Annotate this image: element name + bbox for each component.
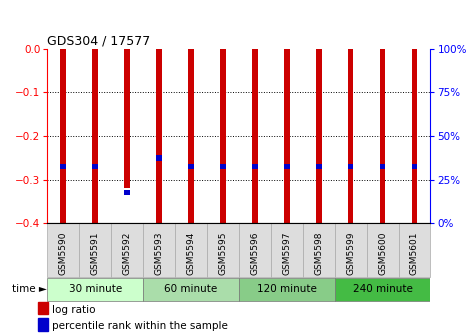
Text: GDS304 / 17577: GDS304 / 17577 (47, 35, 150, 48)
Text: percentile rank within the sample: percentile rank within the sample (52, 321, 228, 331)
Text: GSM5590: GSM5590 (59, 232, 68, 275)
Text: time ►: time ► (12, 284, 47, 294)
Bar (220, 49, 226, 223)
Bar (188, 164, 194, 169)
Text: GSM5595: GSM5595 (219, 232, 228, 275)
Text: 30 minute: 30 minute (69, 284, 122, 294)
FancyBboxPatch shape (367, 223, 398, 277)
Text: GSM5593: GSM5593 (155, 232, 164, 275)
Text: GSM5591: GSM5591 (91, 232, 100, 275)
Bar (156, 49, 162, 223)
Text: GSM5598: GSM5598 (314, 232, 323, 275)
Text: log ratio: log ratio (52, 305, 96, 314)
Text: GSM5600: GSM5600 (378, 232, 387, 275)
FancyBboxPatch shape (398, 223, 430, 277)
Bar (380, 164, 385, 169)
Bar (61, 164, 66, 169)
Bar (220, 164, 226, 169)
FancyBboxPatch shape (334, 279, 430, 301)
FancyBboxPatch shape (175, 223, 207, 277)
Bar (412, 49, 417, 223)
Bar (252, 49, 258, 223)
Bar (92, 49, 98, 223)
Text: 120 minute: 120 minute (257, 284, 317, 294)
FancyBboxPatch shape (143, 279, 239, 301)
Text: 240 minute: 240 minute (352, 284, 412, 294)
FancyBboxPatch shape (111, 223, 143, 277)
Bar (316, 164, 322, 169)
Bar (284, 49, 289, 223)
Text: GSM5592: GSM5592 (123, 232, 131, 275)
Text: GSM5601: GSM5601 (410, 232, 419, 275)
FancyBboxPatch shape (303, 223, 334, 277)
Text: 60 minute: 60 minute (164, 284, 218, 294)
Bar (252, 164, 258, 169)
Text: GSM5599: GSM5599 (346, 232, 355, 275)
FancyBboxPatch shape (47, 223, 79, 277)
Bar (316, 49, 322, 223)
Text: GSM5596: GSM5596 (250, 232, 259, 275)
Bar (412, 164, 417, 169)
Bar (348, 49, 353, 223)
FancyBboxPatch shape (143, 223, 175, 277)
FancyBboxPatch shape (239, 279, 334, 301)
Bar (92, 164, 98, 169)
FancyBboxPatch shape (207, 223, 239, 277)
FancyBboxPatch shape (271, 223, 303, 277)
Bar (124, 190, 130, 196)
Bar (188, 49, 194, 223)
Text: GSM5597: GSM5597 (282, 232, 291, 275)
Bar (38, 318, 48, 331)
FancyBboxPatch shape (47, 279, 143, 301)
Bar (124, 49, 130, 188)
FancyBboxPatch shape (334, 223, 367, 277)
FancyBboxPatch shape (239, 223, 271, 277)
Bar (156, 155, 162, 161)
Bar (38, 302, 48, 314)
FancyBboxPatch shape (79, 223, 111, 277)
Bar (61, 49, 66, 223)
Bar (380, 49, 385, 223)
Bar (348, 164, 353, 169)
Bar (284, 164, 289, 169)
Text: GSM5594: GSM5594 (186, 232, 195, 275)
